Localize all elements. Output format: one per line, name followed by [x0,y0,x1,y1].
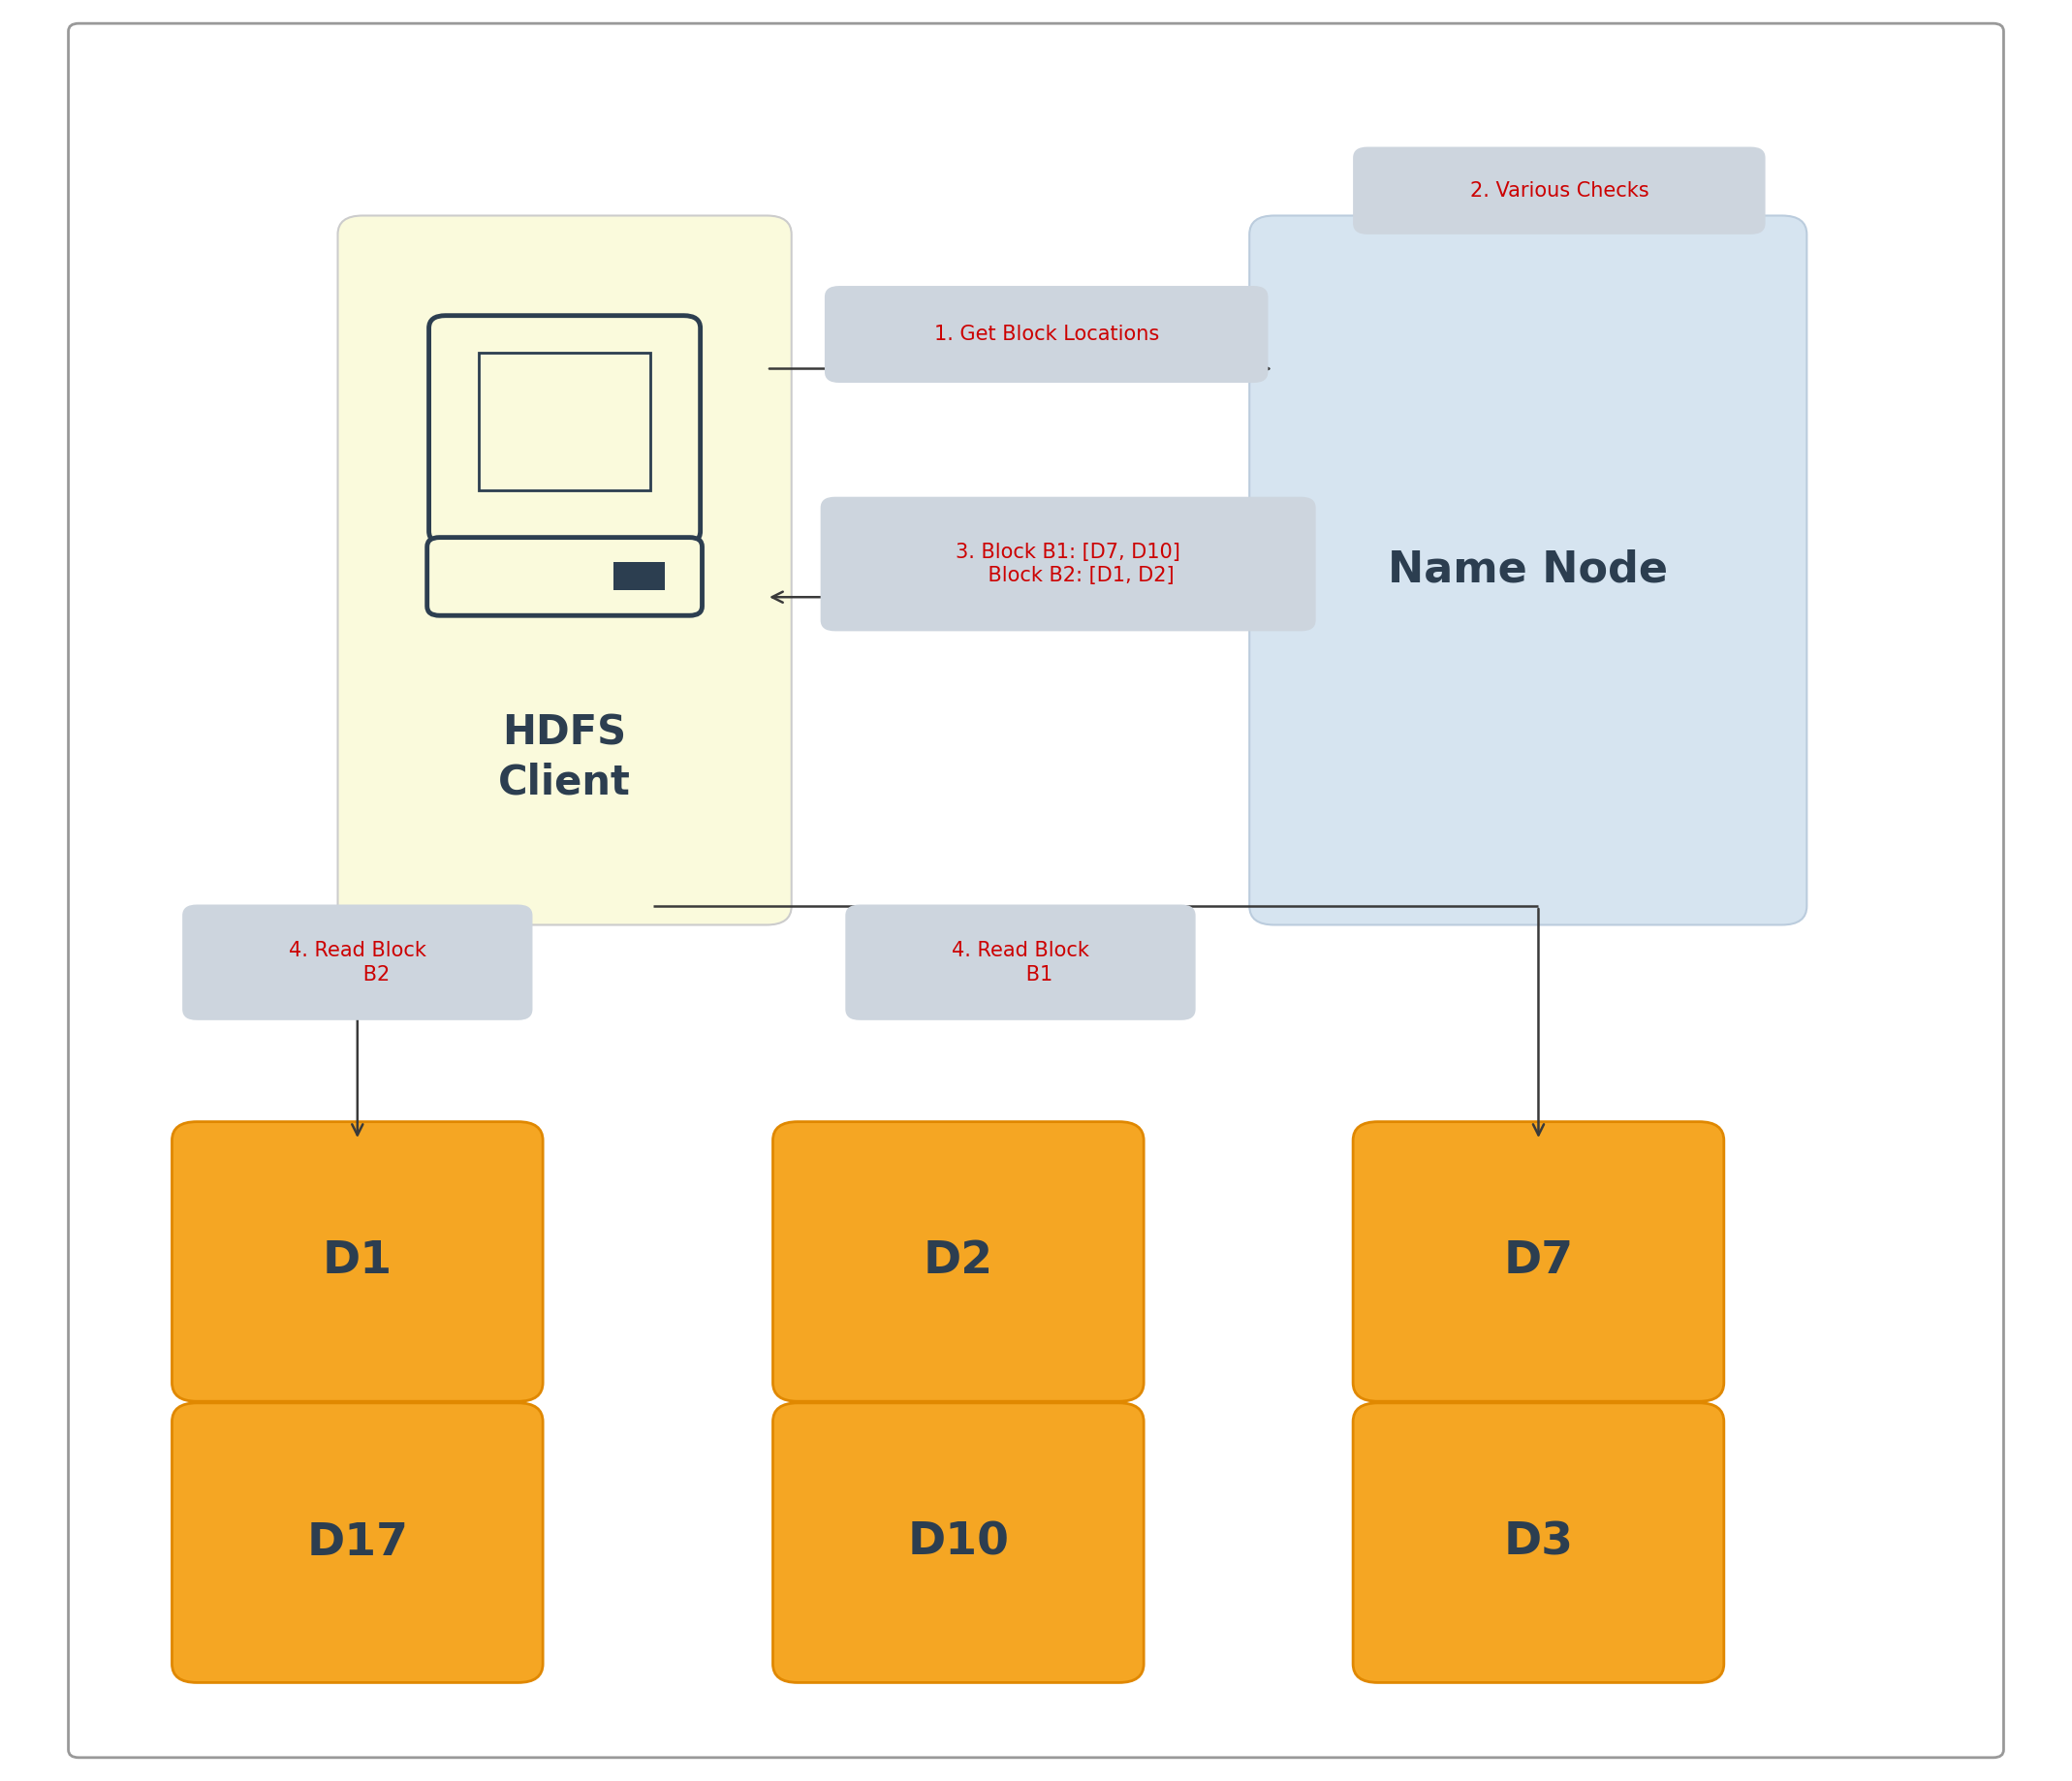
FancyBboxPatch shape [182,905,533,1021]
Bar [613,563,665,591]
Text: D17: D17 [307,1521,408,1564]
FancyBboxPatch shape [1353,1122,1724,1402]
Text: HDFS
Client: HDFS Client [497,712,632,803]
FancyBboxPatch shape [821,497,1316,630]
FancyBboxPatch shape [773,1403,1144,1683]
FancyBboxPatch shape [68,23,2004,1758]
FancyBboxPatch shape [825,287,1268,383]
Text: D3: D3 [1504,1521,1573,1564]
FancyBboxPatch shape [845,905,1196,1021]
Text: 4. Read Block
      B2: 4. Read Block B2 [288,940,427,985]
Text: D7: D7 [1504,1240,1573,1284]
FancyBboxPatch shape [1353,1403,1724,1683]
FancyBboxPatch shape [1249,216,1807,924]
Text: 3. Block B1: [D7, D10]
    Block B2: [D1, D2]: 3. Block B1: [D7, D10] Block B2: [D1, D2… [955,541,1181,586]
Text: 1. Get Block Locations: 1. Get Block Locations [934,324,1158,344]
Text: D2: D2 [924,1240,992,1284]
Text: 4. Read Block
      B1: 4. Read Block B1 [951,940,1090,985]
FancyBboxPatch shape [172,1403,543,1683]
FancyBboxPatch shape [429,315,700,543]
Bar [479,353,651,490]
Text: 2. Various Checks: 2. Various Checks [1469,182,1649,199]
FancyBboxPatch shape [773,1122,1144,1402]
Text: D1: D1 [323,1240,392,1284]
FancyBboxPatch shape [1353,146,1765,235]
Text: D10: D10 [908,1521,1009,1564]
FancyBboxPatch shape [338,216,792,924]
Text: Name Node: Name Node [1388,549,1668,591]
FancyBboxPatch shape [427,538,702,616]
FancyBboxPatch shape [172,1122,543,1402]
